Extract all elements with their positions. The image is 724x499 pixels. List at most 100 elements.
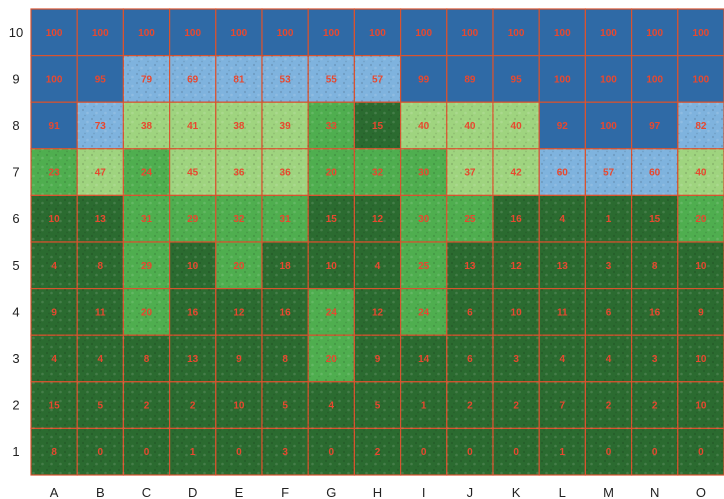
cell-value-K8: 40 [511,121,523,132]
canopy-texture [123,335,170,382]
canopy-texture [400,381,447,429]
canopy-texture [354,428,401,475]
grid-cell-A8 [30,101,78,150]
row-label-8: 8 [12,118,19,133]
grid-cell-L9 [538,54,587,103]
column-label-M: M [603,485,614,499]
cell-value-K5: 12 [511,261,523,272]
row-label-3: 3 [12,351,19,366]
cell-value-B4: 11 [95,307,106,318]
cell-value-C2: 2 [144,401,150,412]
cell-value-D5: 10 [187,261,199,272]
canopy-texture [354,381,401,429]
cell-value-D1: 1 [190,447,196,458]
grid-cell-N10 [630,8,679,57]
column-label-K: K [512,485,521,499]
canopy-texture [446,288,493,336]
cell-value-B7: 47 [95,168,107,179]
column-label-J: J [467,485,474,499]
cell-value-K9: 95 [511,74,523,85]
column-label-N: N [650,485,659,499]
cell-value-N2: 2 [652,401,658,412]
canopy-texture [539,288,586,336]
column-label-D: D [188,485,197,499]
grid-cell-A9 [30,54,78,103]
cell-value-I2: 1 [421,401,427,412]
cell-value-B1: 0 [98,447,104,458]
canopy-texture [585,242,632,289]
canopy-texture [215,288,262,336]
cell-value-H9: 57 [372,74,384,85]
canopy-texture [123,428,170,475]
row-labels: 10 9 8 7 6 5 4 3 2 1 [9,25,23,459]
column-label-F: F [281,485,289,499]
cell-value-K7: 42 [511,168,523,179]
canopy-texture [262,381,309,429]
canopy-texture [169,381,216,429]
cell-value-B5: 8 [98,261,104,272]
cell-value-F8: 39 [280,121,292,132]
cell-value-I9: 99 [418,74,430,85]
canopy-texture [677,102,724,149]
cell-value-B10: 100 [92,28,109,39]
cell-value-O5: 10 [695,261,707,272]
canopy-texture [215,102,262,149]
canopy-texture [308,288,355,336]
cell-value-J6: 25 [464,214,476,225]
cell-value-O7: 40 [695,168,707,179]
cell-value-J8: 40 [464,121,476,132]
grid-cell-J9 [446,54,494,103]
cell-value-B9: 95 [95,74,107,85]
cell-value-G1: 0 [329,447,335,458]
cell-value-N7: 60 [649,168,661,179]
row-label-5: 5 [12,258,19,273]
canopy-texture [31,242,78,289]
cell-value-O4: 9 [698,307,704,318]
cell-value-L8: 92 [557,121,569,132]
cell-value-labels: 100 100 100 100 100 100 100 100 100 100 100 100 100 1… [46,28,710,458]
cell-value-A10: 100 [46,28,63,39]
canopy-texture [400,335,447,382]
cell-value-C5: 29 [141,261,153,272]
cell-value-C4: 20 [141,307,153,318]
canopy-texture [677,428,724,475]
cell-value-H1: 2 [375,447,381,458]
canopy-texture [354,55,401,103]
cell-value-A4: 9 [51,307,57,318]
cell-value-F7: 36 [280,168,292,179]
cell-value-E3: 9 [236,354,242,365]
cell-value-O2: 10 [695,401,707,412]
grid-cell-K9 [492,54,540,103]
cell-value-K2: 2 [513,401,519,412]
canopy-texture [169,428,216,475]
cell-value-F10: 100 [277,28,294,39]
canopy-texture [262,55,309,103]
canopy-texture [215,428,262,475]
canopy-texture [585,381,632,429]
cell-value-D7: 45 [187,168,199,179]
canopy-texture [215,242,262,289]
row-label-4: 4 [12,304,19,319]
cell-value-B3: 4 [98,354,104,365]
cell-value-F2: 5 [282,401,288,412]
canopy-texture [169,195,216,242]
grid-cell-N8 [630,101,679,150]
cell-value-G7: 20 [326,168,338,179]
cell-value-N10: 100 [646,28,663,39]
cell-value-D4: 16 [187,307,199,318]
grid-cell-L10 [538,8,587,57]
cell-value-E2: 10 [233,401,245,412]
canopy-texture [354,242,401,289]
row-label-2: 2 [12,398,19,413]
grid-cell-F10 [261,8,309,57]
cell-value-N1: 0 [652,447,658,458]
column-labels: A B C D E F G H I J K L M N O [50,485,706,499]
cell-value-I1: 0 [421,447,427,458]
canopy-texture [31,381,78,429]
cell-value-J3: 6 [467,354,473,365]
cell-value-L6: 4 [560,214,566,225]
canopy-texture [262,195,309,242]
cell-value-K3: 3 [513,354,519,365]
canopy-texture [585,335,632,382]
canopy-texture [677,288,724,336]
